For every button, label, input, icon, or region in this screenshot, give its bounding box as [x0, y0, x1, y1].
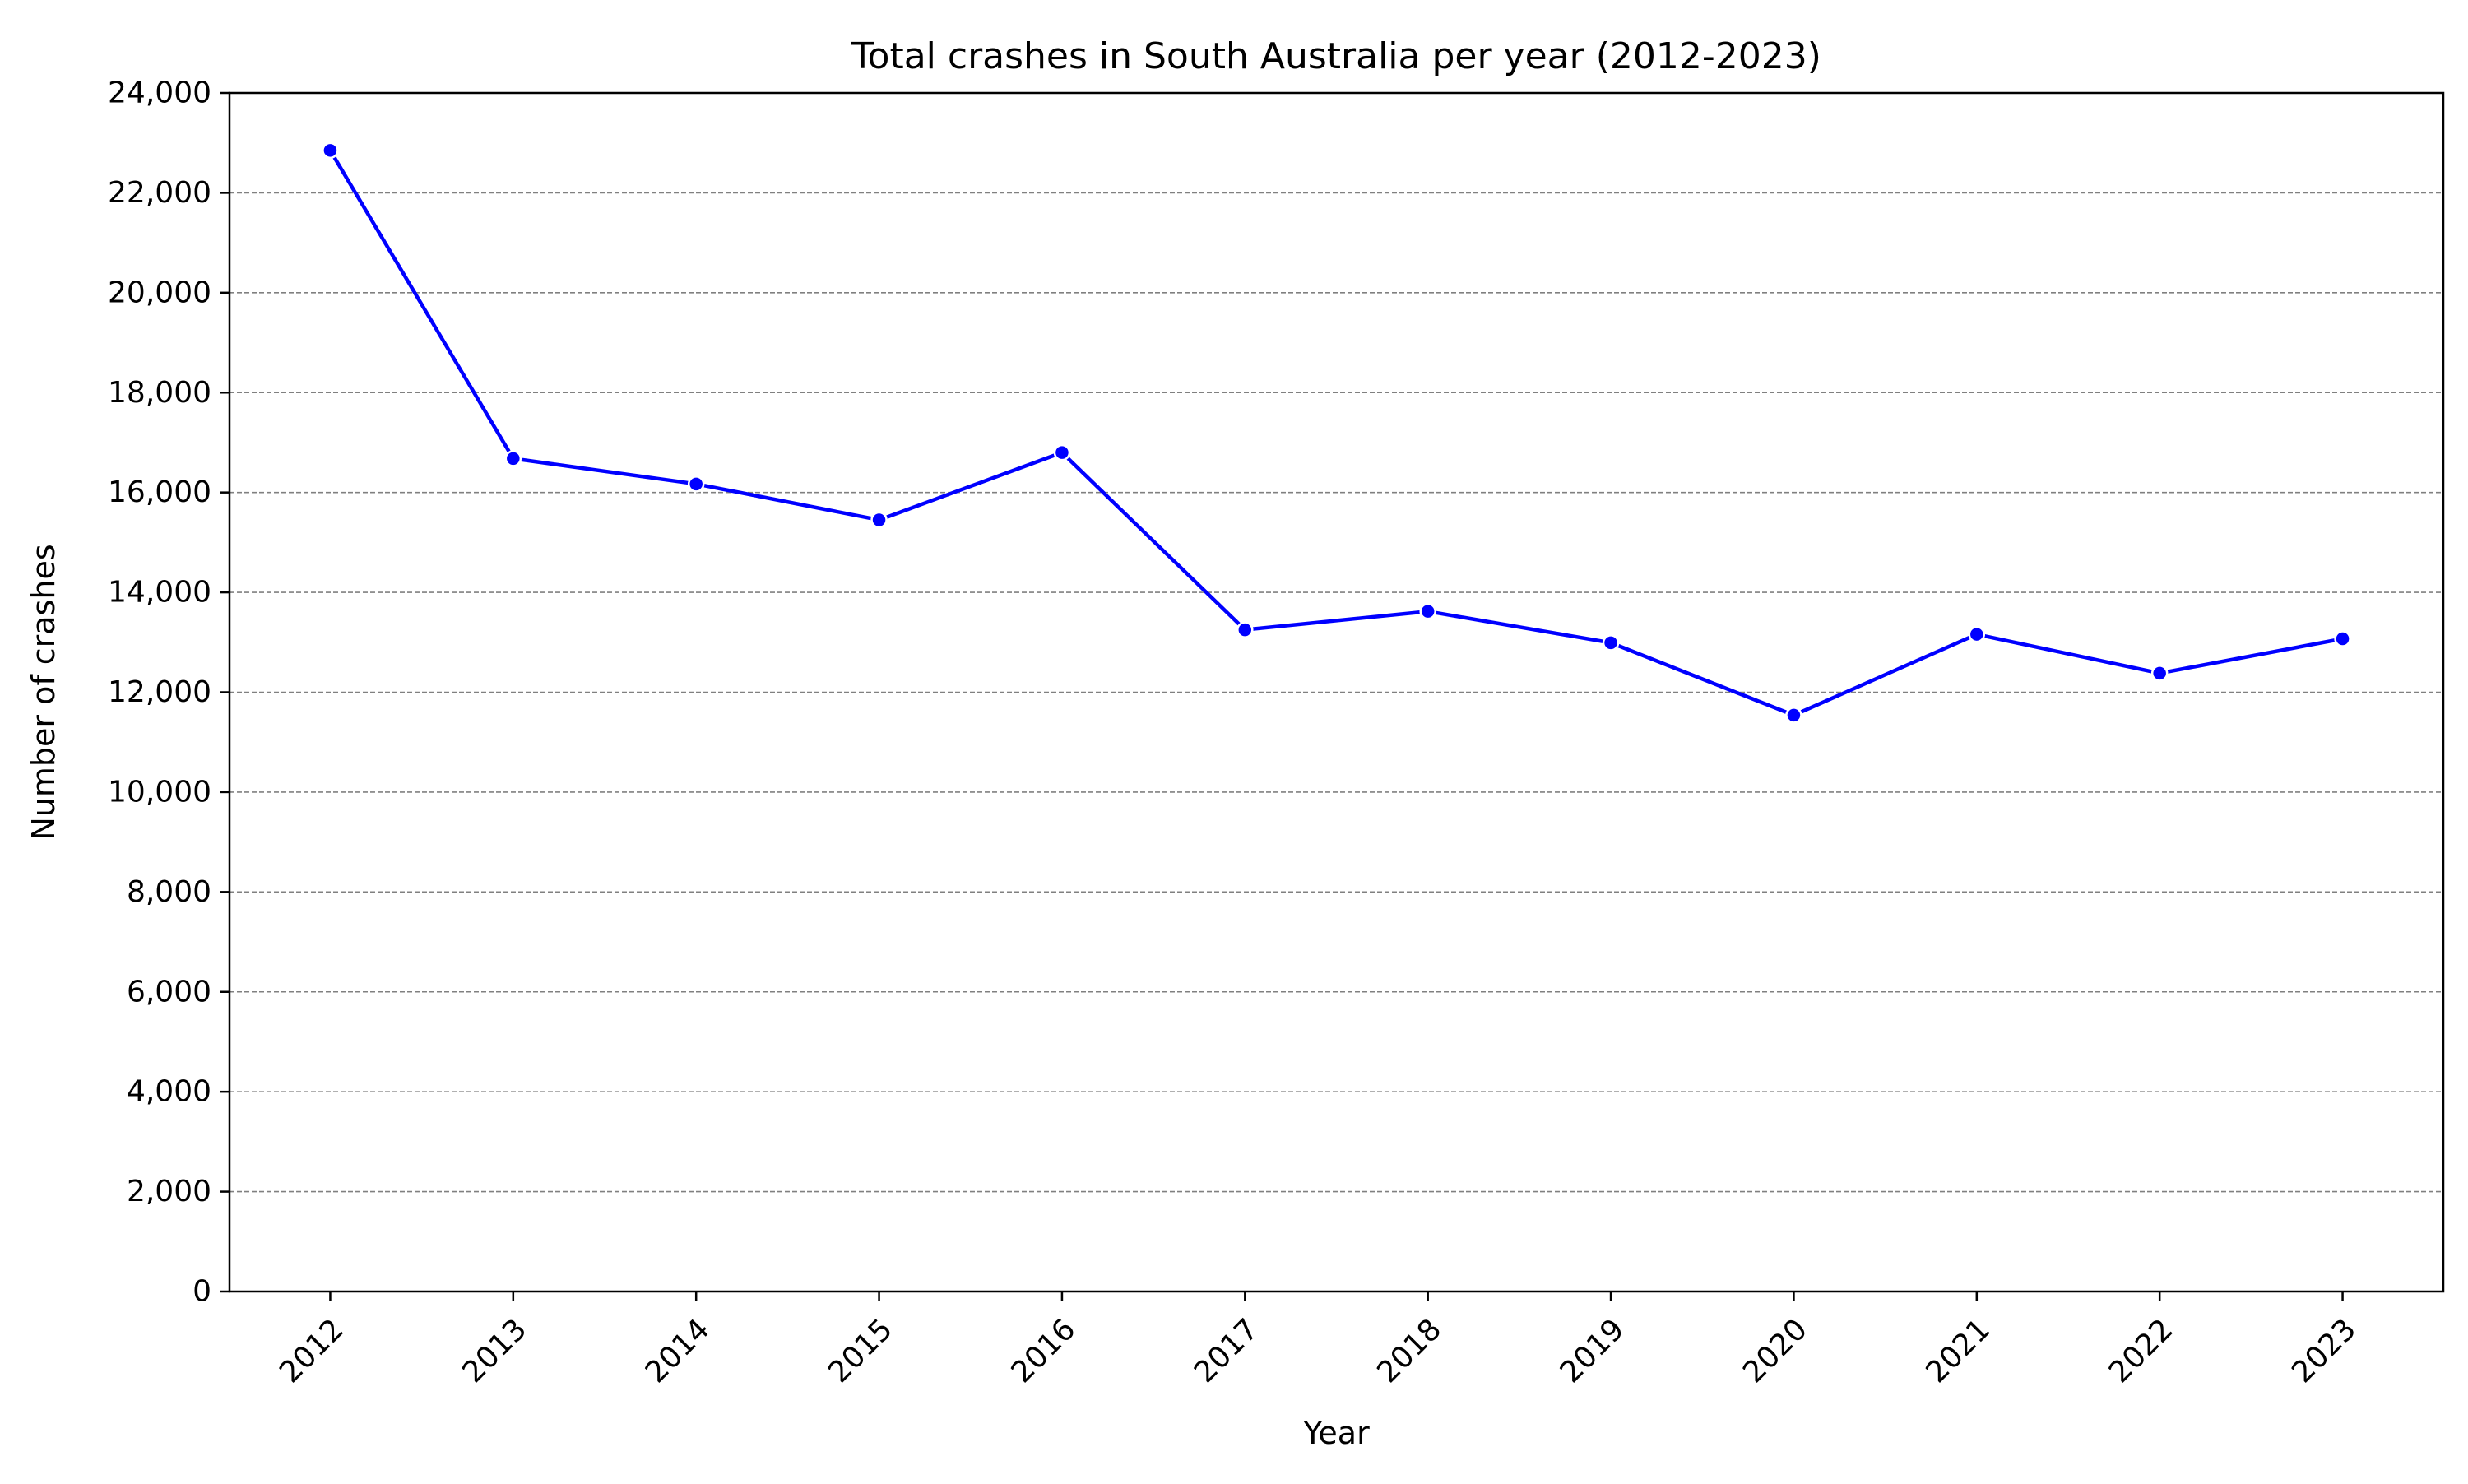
data-point — [2334, 630, 2351, 647]
y-tick-label: 16,000 — [108, 475, 211, 509]
y-tick-label: 22,000 — [108, 176, 211, 210]
y-axis-label: Number of crashes — [26, 544, 62, 840]
data-point — [2150, 665, 2169, 682]
y-tick-label: 2,000 — [127, 1175, 211, 1208]
x-axis-label: Year — [1302, 1415, 1370, 1451]
series-line — [328, 149, 2344, 717]
data-point — [687, 475, 705, 493]
data-point — [504, 450, 522, 467]
data-point — [1968, 625, 1986, 643]
chart-title: Total crashes in South Australia per yea… — [851, 35, 1821, 77]
data-point — [1053, 443, 1071, 461]
y-tick-label: 24,000 — [108, 77, 211, 110]
y-tick-label: 6,000 — [127, 975, 211, 1009]
series-layer — [322, 141, 2351, 724]
gridlines — [230, 192, 2443, 1193]
y-tick-label: 14,000 — [108, 576, 211, 610]
data-point — [1602, 634, 1620, 652]
y-tick-label: 0 — [193, 1275, 211, 1309]
data-point — [1236, 621, 1254, 638]
y-tick-label: 12,000 — [108, 675, 211, 709]
data-point — [322, 141, 339, 160]
y-tick-label: 18,000 — [108, 376, 211, 410]
y-tick-label: 20,000 — [108, 276, 211, 309]
data-point — [870, 511, 888, 529]
data-point — [1419, 602, 1436, 620]
data-point — [1785, 707, 1802, 724]
y-axis: 0 2,000 4,000 6,000 8,000 10,000 12,000 14,000 1… — [108, 77, 230, 1309]
y-tick-label: 10,000 — [108, 775, 211, 809]
y-tick-label: 8,000 — [127, 875, 211, 909]
y-tick-label: 4,000 — [127, 1075, 211, 1109]
